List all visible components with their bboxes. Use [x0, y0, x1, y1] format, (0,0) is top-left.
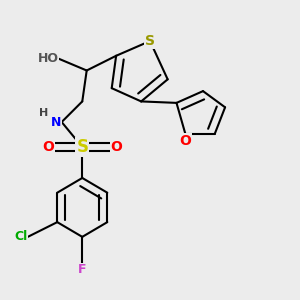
Text: O: O — [179, 134, 191, 148]
Text: H: H — [39, 108, 48, 118]
Text: O: O — [110, 140, 122, 154]
Text: Cl: Cl — [15, 230, 28, 243]
Text: N: N — [51, 116, 62, 128]
Text: S: S — [145, 34, 155, 48]
Text: HO: HO — [38, 52, 59, 65]
Text: O: O — [42, 140, 54, 154]
Text: S: S — [76, 138, 88, 156]
Text: F: F — [78, 263, 86, 276]
